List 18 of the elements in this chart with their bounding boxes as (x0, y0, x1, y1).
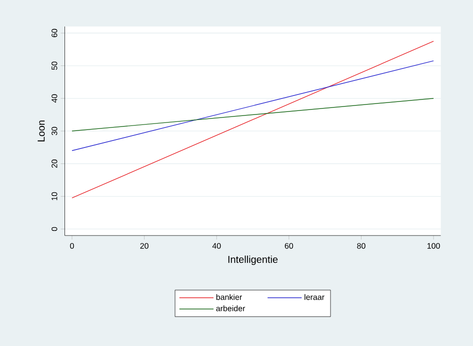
x-tick-label: 80 (357, 243, 366, 249)
y-tick-label: 50 (52, 62, 58, 70)
y-tick-label: 10 (52, 192, 58, 200)
x-tick-label: 40 (212, 243, 221, 249)
x-tick-label: 60 (284, 243, 294, 249)
x-axis-title: Intelligentie (228, 256, 278, 265)
y-axis-title: Loon (38, 120, 45, 142)
y-tick-label: 0 (52, 227, 58, 231)
y-tick-label: 60 (52, 28, 58, 38)
x-tick-label: 100 (427, 243, 440, 249)
x-tick-label: 0 (70, 243, 74, 249)
y-tick-label: 30 (52, 126, 58, 136)
y-tick-label: 40 (52, 94, 58, 103)
legend-label: arbeider (216, 305, 246, 312)
y-tick-label: 20 (52, 160, 58, 168)
x-tick-label: 20 (140, 243, 148, 249)
legend-label: leraar (304, 294, 324, 300)
legend-label: bankier (216, 294, 242, 300)
